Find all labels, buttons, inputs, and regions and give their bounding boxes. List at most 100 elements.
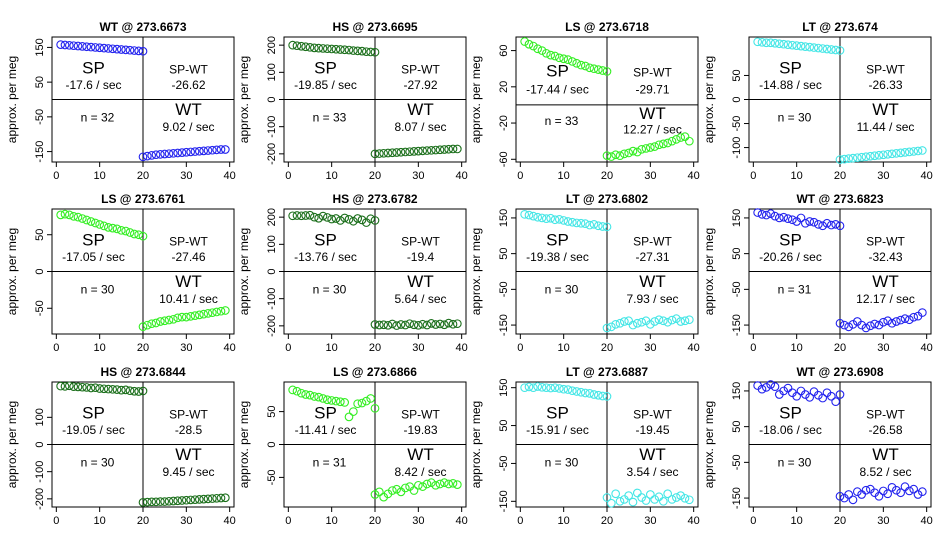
- wt-data-point: [917, 146, 927, 155]
- sp-data-point: [348, 216, 358, 226]
- sp-data-point: [766, 380, 776, 389]
- wt-data-point: [370, 149, 380, 159]
- wt-data-point: [848, 320, 858, 329]
- x-tick-label: 30: [644, 170, 656, 182]
- sp-data-point: [580, 219, 590, 228]
- sp-data-point: [344, 412, 354, 422]
- wt-data-point: [658, 139, 668, 149]
- sp-data-point: [796, 41, 806, 51]
- wt-data-point: [835, 318, 845, 328]
- panel-11: LT @ 273.6887 approx. per meg 0 10 20 30 40 -15…: [469, 365, 700, 527]
- sp-data-point: [559, 384, 569, 394]
- x-tick-label: 40: [921, 515, 933, 527]
- sp-rate: -19.85 / sec: [294, 78, 357, 92]
- sp-data-point: [335, 45, 345, 54]
- sp-data-point: [357, 46, 367, 56]
- wt-data-point: [203, 494, 213, 504]
- y-tick-label: -150: [498, 490, 510, 512]
- sp-wt-label: SP-WT: [169, 62, 208, 76]
- sp-data-point: [90, 43, 100, 52]
- wt-data-point: [422, 479, 432, 489]
- wt-label: WT: [639, 445, 665, 464]
- panel-3: LS @ 273.6718 approx. per meg 0 10 20 30 40 -60…: [469, 20, 700, 182]
- n-count: n = 30: [778, 455, 812, 469]
- sp-data-point: [353, 46, 363, 56]
- sp-data-point: [792, 41, 802, 51]
- wt-data-point: [667, 136, 677, 146]
- wt-data-point: [904, 147, 914, 157]
- wt-data-point: [861, 323, 871, 333]
- sp-data-point: [831, 220, 841, 229]
- sp-data-point: [138, 46, 148, 56]
- sp-wt-value: -27.92: [403, 78, 437, 92]
- wt-data-point: [418, 146, 428, 156]
- sp-label: SP: [779, 58, 802, 77]
- sp-data-point: [572, 387, 582, 396]
- sp-wt-value: -19.4: [407, 250, 435, 264]
- sp-data-point: [520, 37, 530, 46]
- y-axis-label: approx. per meg: [5, 56, 19, 143]
- sp-wt-value: -19.45: [635, 423, 669, 437]
- sp-data-point: [309, 392, 319, 401]
- x-tick-label: 0: [517, 515, 523, 527]
- sp-data-point: [134, 230, 144, 240]
- wt-data-point: [409, 147, 419, 156]
- sp-data-point: [138, 386, 148, 396]
- x-tick-label: 10: [94, 342, 106, 354]
- sp-wt-label: SP-WT: [401, 407, 440, 421]
- x-tick-label: 10: [94, 170, 106, 182]
- x-tick-label: 0: [285, 515, 291, 527]
- sp-data-point: [559, 54, 569, 64]
- panel-title: LT @ 273.674: [802, 20, 878, 34]
- wt-data-point: [452, 480, 462, 489]
- sp-data-point: [766, 38, 776, 48]
- sp-data-point: [60, 209, 70, 219]
- y-axis-label: approx. per meg: [237, 228, 251, 315]
- wt-data-point: [181, 312, 191, 322]
- panel-5: LS @ 273.6761 approx. per meg 0 10 20 30 40 -50…: [5, 192, 236, 354]
- wt-data-point: [654, 315, 664, 325]
- y-tick-label: -150: [498, 314, 510, 336]
- wt-data-point: [147, 151, 157, 160]
- wt-data-point: [848, 153, 858, 163]
- wt-data-point: [874, 491, 884, 501]
- y-tick-label: 20: [498, 81, 510, 93]
- y-tick-label: 0: [266, 96, 278, 102]
- wt-label: WT: [407, 272, 433, 291]
- wt-data-point: [387, 319, 397, 329]
- wt-data-point: [199, 146, 209, 156]
- panel-title: HS @ 273.6695: [332, 20, 417, 34]
- wt-data-point: [220, 306, 230, 315]
- n-count: n = 31: [313, 455, 347, 469]
- y-tick-label: -50: [498, 281, 510, 297]
- n-count: n = 30: [778, 110, 812, 124]
- sp-data-point: [90, 383, 100, 393]
- y-tick-label: -50: [498, 455, 510, 471]
- wt-data-point: [452, 319, 462, 329]
- sp-data-point: [86, 42, 96, 52]
- wt-data-point: [667, 315, 677, 325]
- sp-data-point: [580, 388, 590, 398]
- wt-data-point: [632, 488, 642, 498]
- y-tick-label: 50: [34, 76, 46, 88]
- sp-data-point: [818, 393, 828, 403]
- y-tick-label: 50: [34, 229, 46, 241]
- y-tick-label: 200: [266, 208, 278, 226]
- sp-data-point: [779, 386, 789, 396]
- x-tick-label: 10: [326, 515, 338, 527]
- wt-data-point: [392, 484, 402, 494]
- wt-data-point: [891, 317, 901, 326]
- wt-data-point: [212, 145, 222, 155]
- wt-rate: 9.45 / sec: [162, 465, 214, 479]
- sp-data-point: [327, 44, 337, 54]
- panel-10: LS @ 273.6866 approx. per meg 0 10 20 30 40 -50…: [237, 365, 468, 527]
- panel-9: HS @ 273.6844 approx. per meg 0 10 20 30 40 -20…: [5, 365, 236, 527]
- wt-data-point: [413, 480, 423, 490]
- panel-title: LS @ 273.6866: [333, 365, 417, 379]
- sp-label: SP: [82, 58, 105, 77]
- sp-data-point: [835, 46, 845, 55]
- wt-data-point: [654, 140, 664, 150]
- wt-data-point: [650, 142, 660, 151]
- x-tick-label: 30: [877, 170, 889, 182]
